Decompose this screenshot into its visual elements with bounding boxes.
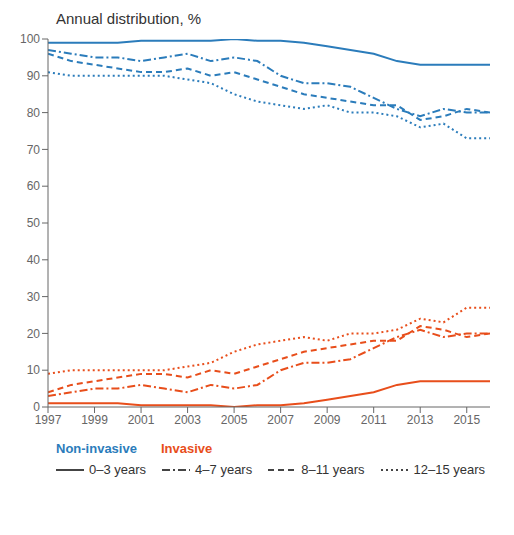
svg-text:70: 70 xyxy=(27,143,41,157)
html-text:4–7 years: 4–7 years xyxy=(195,462,253,477)
svg-text:0: 0 xyxy=(33,400,40,414)
html-text:8–11 years: 8–11 years xyxy=(301,462,365,477)
svg-text:2005: 2005 xyxy=(221,413,248,427)
svg-text:2015: 2015 xyxy=(453,413,480,427)
html-text:0–3 years: 0–3 years xyxy=(89,462,147,477)
svg-text:40: 40 xyxy=(27,253,41,267)
svg-text:2007: 2007 xyxy=(267,413,294,427)
svg-text:10: 10 xyxy=(27,363,41,377)
html-text:Annual distribution, %: Annual distribution, % xyxy=(56,10,202,27)
html-text:Non-invasive: Non-invasive xyxy=(56,441,137,456)
svg-text:2013: 2013 xyxy=(407,413,434,427)
svg-text:90: 90 xyxy=(27,69,41,83)
svg-text:20: 20 xyxy=(27,327,41,341)
svg-text:2001: 2001 xyxy=(128,413,155,427)
svg-text:100: 100 xyxy=(20,32,40,46)
svg-text:50: 50 xyxy=(27,216,41,230)
svg-text:2011: 2011 xyxy=(361,413,387,427)
svg-text:30: 30 xyxy=(27,290,41,304)
svg-text:1999: 1999 xyxy=(81,413,108,427)
svg-text:1997: 1997 xyxy=(35,413,62,427)
svg-text:80: 80 xyxy=(27,106,41,120)
svg-text:2003: 2003 xyxy=(174,413,201,427)
svg-text:2009: 2009 xyxy=(314,413,341,427)
html-text:Invasive: Invasive xyxy=(160,441,213,456)
html-text:12–15 years: 12–15 years xyxy=(413,462,486,477)
svg-text:60: 60 xyxy=(27,179,41,193)
